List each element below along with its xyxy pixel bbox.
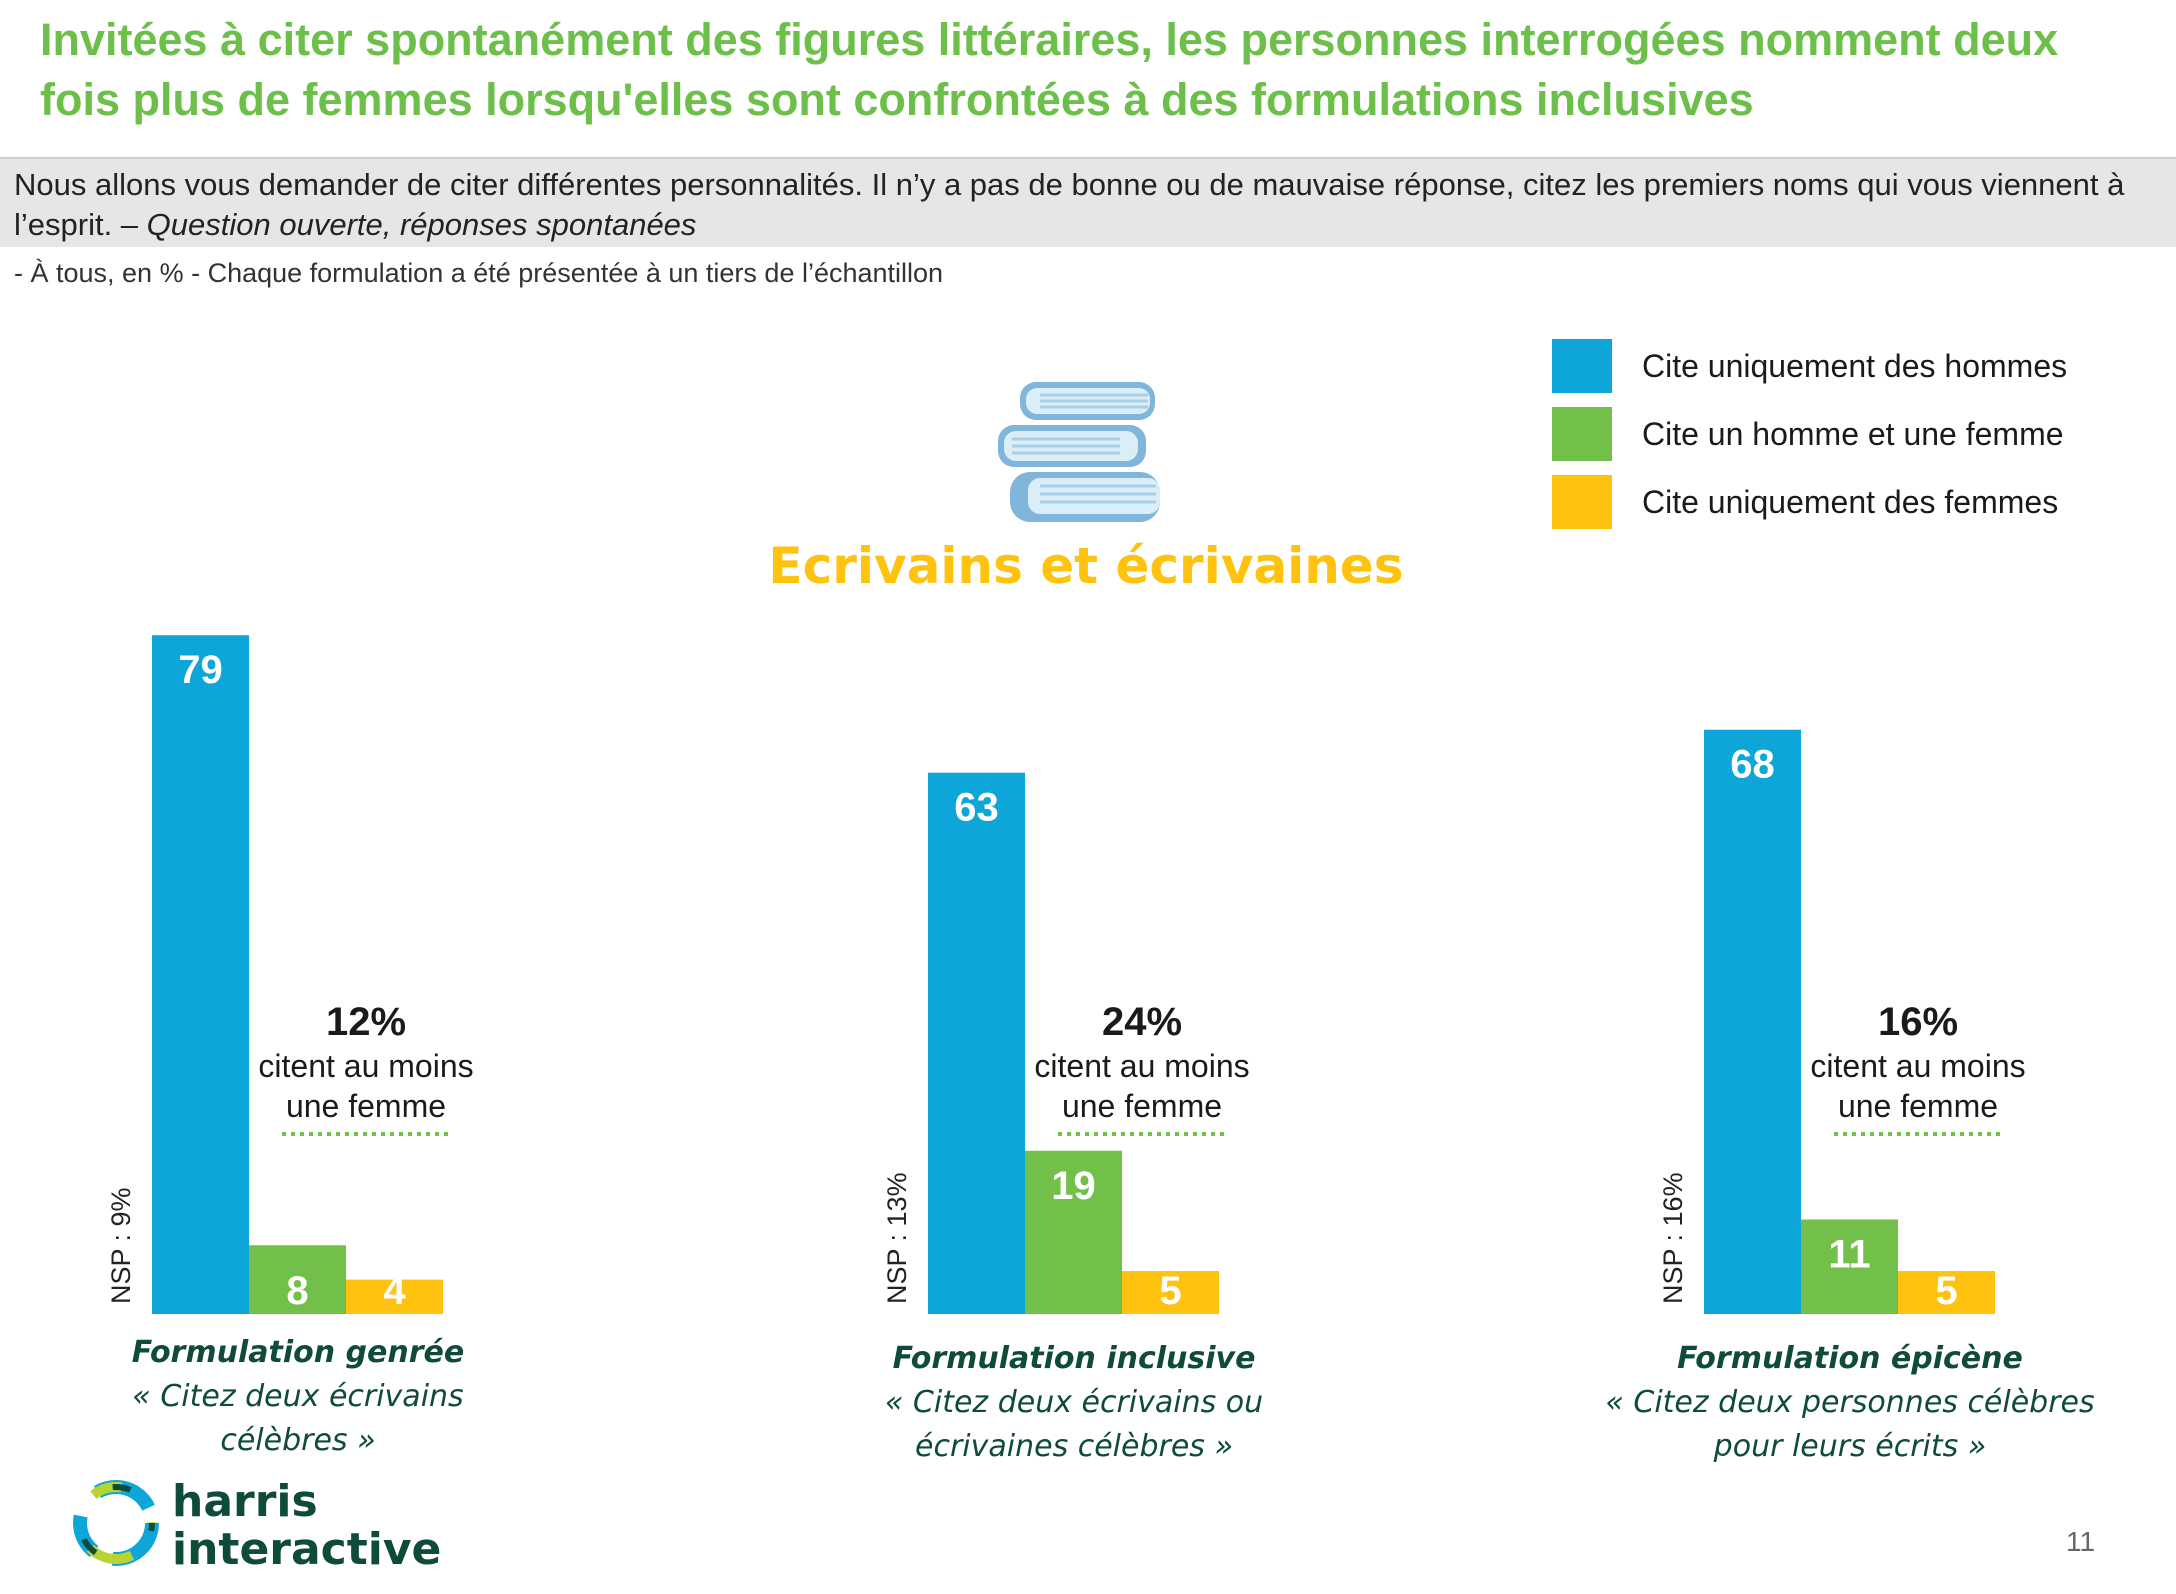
callout-line-2-2: une femme	[1062, 1088, 1222, 1124]
bar-both-3	[1801, 1219, 1898, 1314]
callout-line-2-1: citent au moins	[1034, 1048, 1249, 1084]
nsp-label-3: NSP : 16%	[1658, 1172, 1688, 1304]
legend-item-both: Cite un homme et une femme	[1552, 400, 2067, 468]
bar-label-men-1: 79	[178, 648, 223, 692]
legend-swatch-men	[1552, 339, 1612, 393]
bar-women-2	[1122, 1271, 1219, 1314]
bar-label-women-3: 5	[1935, 1269, 1957, 1313]
caption-line-3-1: « Citez deux personnes célèbres	[1605, 1385, 2094, 1420]
bar-both-1	[249, 1245, 346, 1314]
bar-label-men-2: 63	[954, 786, 999, 830]
subject-title: Ecrivains et écrivaines	[0, 537, 2176, 595]
caption-line-3-2: pour leurs écrits »	[1713, 1429, 1987, 1464]
legend-label-women: Cite uniquement des femmes	[1642, 483, 2059, 520]
caption-line-2-1: « Citez deux écrivains ou	[885, 1385, 1263, 1420]
caption-line-2-2: écrivaines célèbres »	[915, 1429, 1233, 1464]
bar-men-2	[928, 772, 1025, 1314]
callout-pct-3: 16%	[1878, 1000, 1958, 1044]
bar-label-men-3: 68	[1730, 743, 1775, 787]
logo-text-line1: harris	[172, 1476, 318, 1527]
callout-line-3-1: citent au moins	[1810, 1048, 2025, 1084]
caption-title-2: Formulation inclusive	[893, 1341, 1256, 1376]
bar-label-both-3: 11	[1828, 1232, 1870, 1276]
bar-label-both-1: 8	[286, 1269, 308, 1313]
bar-women-1	[346, 1279, 443, 1314]
callout-pct-2: 24%	[1102, 1000, 1182, 1044]
bar-label-women-2: 5	[1159, 1269, 1181, 1313]
legend-item-men: Cite uniquement des hommes	[1552, 332, 2067, 400]
legend: Cite uniquement des hommes Cite un homme…	[1552, 332, 2067, 536]
legend-label-both: Cite un homme et une femme	[1642, 415, 2064, 452]
logo-text-line2: interactive	[172, 1524, 442, 1575]
legend-swatch-both	[1552, 407, 1612, 461]
subject-title-text: Ecrivains et écrivaines	[768, 537, 1404, 595]
callout-line-3-2: une femme	[1838, 1088, 1998, 1124]
bar-women-3	[1898, 1271, 1995, 1314]
nsp-label-2: NSP : 13%	[882, 1172, 912, 1304]
nsp-label-1: NSP : 9%	[106, 1187, 136, 1304]
question-box	[0, 157, 2176, 247]
bar-both-2	[1025, 1150, 1122, 1314]
logo-text: harris interactive	[172, 1478, 441, 1574]
question-italic: Question ouverte, réponses spontanées	[146, 207, 697, 242]
page-number: 11	[2066, 1526, 2096, 1557]
bar-men-3	[1704, 729, 1801, 1314]
caption-line-1-2: célèbres »	[220, 1423, 375, 1458]
caption-title-1: Formulation genrée	[132, 1335, 464, 1370]
callout-pct-1: 12%	[326, 1000, 406, 1044]
bar-label-both-2: 19	[1051, 1164, 1096, 1208]
bar-men-1	[152, 635, 249, 1314]
caption-line-1-1: « Citez deux écrivains	[132, 1379, 463, 1414]
question-main: Nous allons vous demander de citer diffé…	[14, 167, 2125, 242]
legend-item-women: Cite uniquement des femmes	[1552, 468, 2067, 536]
legend-label-men: Cite uniquement des hommes	[1642, 347, 2068, 384]
caption-title-3: Formulation épicène	[1677, 1341, 2023, 1376]
callout-line-1-2: une femme	[286, 1088, 446, 1124]
slide-title: Invitées à citer spontanément des figure…	[40, 14, 2059, 125]
legend-swatch-women	[1552, 475, 1612, 529]
books-icon	[998, 382, 1160, 522]
bar-label-women-1: 4	[383, 1269, 406, 1313]
callout-line-1-1: citent au moins	[258, 1048, 473, 1084]
question-text: Nous allons vous demander de citer diffé…	[14, 165, 2164, 245]
harris-logo-icon	[73, 1480, 159, 1566]
base-note: - À tous, en % - Chaque formulation a ét…	[14, 258, 944, 288]
